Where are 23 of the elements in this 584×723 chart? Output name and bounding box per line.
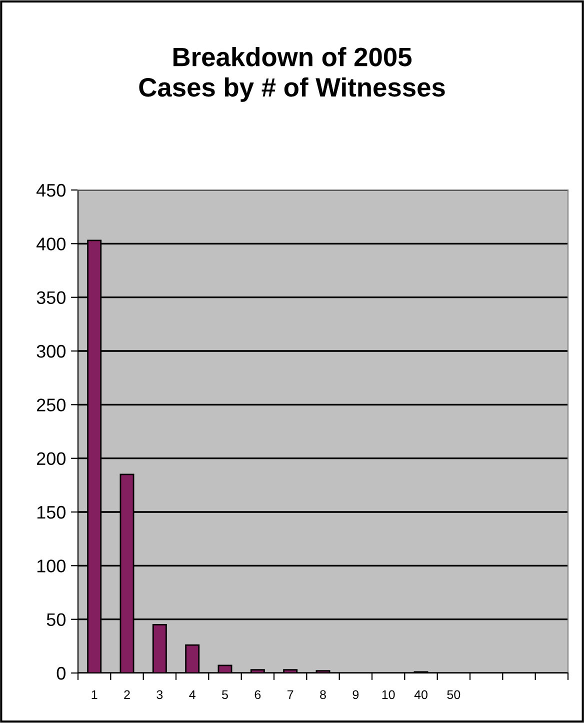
x-tick-label: 10: [382, 690, 395, 700]
y-tick-label: 350: [36, 291, 66, 304]
x-tick-label: 6: [254, 690, 261, 700]
x-tick-label: 40: [414, 690, 428, 700]
x-tick-label: 2: [124, 690, 130, 699]
y-tick-label: 450: [36, 184, 66, 197]
chart-title: Breakdown of 2005 Cases by # of Witnesses: [139, 46, 445, 102]
x-tick-label: 3: [156, 690, 163, 700]
x-tick-label: 4: [189, 690, 196, 699]
y-tick-label: 50: [46, 613, 66, 626]
y-tick-label: 100: [37, 560, 66, 572]
y-tick-label: 300: [36, 344, 66, 358]
y-tick-label: 0: [56, 666, 66, 680]
y-tick-label: 150: [37, 506, 66, 519]
y-tick-label: 250: [36, 398, 66, 412]
y-tick-label: 200: [36, 452, 66, 466]
x-tick-label: 5: [222, 690, 228, 700]
x-tick-label: 9: [352, 690, 359, 700]
x-tick-label: 8: [320, 690, 326, 700]
y-tick-label: 400: [36, 238, 66, 250]
x-tick-label: 7: [288, 690, 294, 699]
x-tick-label: 1: [92, 690, 98, 699]
x-tick-label: 50: [447, 690, 460, 700]
